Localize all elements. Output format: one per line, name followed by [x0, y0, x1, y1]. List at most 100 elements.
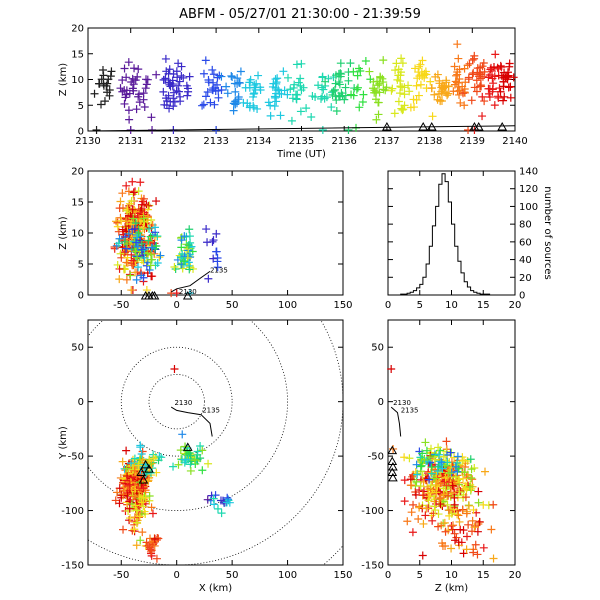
zy-source-mark	[447, 522, 456, 531]
time-source-mark	[490, 101, 499, 110]
time-source-mark	[373, 81, 382, 90]
zy-source-mark	[438, 539, 447, 548]
time-source-mark	[355, 103, 364, 112]
time-source-mark	[100, 97, 109, 106]
time-source-mark	[499, 82, 508, 91]
time-source-mark	[336, 59, 345, 68]
time-source-mark	[331, 79, 340, 88]
time-source-mark	[141, 84, 150, 93]
time-source-mark	[370, 88, 379, 97]
zy-source-mark	[415, 503, 424, 512]
xz-source-mark	[123, 240, 132, 249]
xy-source-mark	[119, 490, 128, 499]
time-source-mark	[175, 77, 184, 86]
time-source-mark	[121, 93, 130, 102]
xy-source-mark	[122, 446, 131, 455]
xz-xtick-label: 0	[174, 300, 180, 311]
histogram-ytick-label: 100	[519, 202, 538, 213]
xy-source-mark	[138, 528, 147, 537]
xy-source-mark	[157, 453, 166, 462]
zy-source-mark	[407, 508, 416, 517]
xz-source-mark	[139, 194, 148, 203]
zy-source-mark	[467, 473, 476, 482]
zy-source-mark	[422, 456, 431, 465]
time-source-mark	[399, 105, 408, 114]
xy-source-mark	[128, 526, 137, 535]
time-ytick-label: 10	[71, 75, 84, 86]
time-source-mark	[318, 73, 327, 82]
xz-source-mark	[185, 265, 194, 274]
time-source-mark	[393, 75, 402, 84]
xy-station-triangle	[138, 475, 149, 484]
time-source-mark	[204, 78, 213, 87]
time-source-mark	[506, 82, 515, 91]
time-source-mark	[332, 96, 341, 105]
time-source-mark	[475, 68, 484, 77]
time-source-mark	[105, 91, 114, 100]
time-source-mark	[147, 113, 156, 122]
xz-source-mark	[122, 215, 131, 224]
xz-source-mark	[128, 177, 137, 186]
time-xtick-label: 2130	[75, 136, 100, 147]
xz-source-mark	[127, 220, 136, 229]
time-source-mark	[400, 90, 409, 99]
time-source-mark	[283, 90, 292, 99]
xy-source-mark	[211, 491, 220, 500]
zy-source-mark	[454, 511, 463, 520]
xz-source-mark	[212, 229, 221, 238]
xz-source-mark	[118, 189, 127, 198]
xy-source-mark	[123, 482, 132, 491]
xz-source-mark	[145, 224, 154, 233]
xz-source-mark	[125, 199, 134, 208]
time-ground-mark	[92, 125, 101, 134]
zy-source-mark	[420, 456, 429, 465]
time-source-mark	[509, 73, 518, 82]
zy-source-mark	[429, 509, 438, 518]
zy-source-mark	[489, 500, 498, 509]
xy-source-mark	[126, 459, 135, 468]
time-source-mark	[470, 51, 479, 60]
time-source-mark	[414, 91, 423, 100]
xz-ytick-label: 10	[71, 229, 84, 240]
histogram-xtick-label: 0	[385, 300, 391, 311]
xy-ytick-label: 0	[78, 397, 84, 408]
time-source-mark	[450, 80, 459, 89]
xz-source-mark	[151, 223, 160, 232]
time-source-mark	[391, 66, 400, 75]
time-source-mark	[428, 112, 437, 121]
time-source-mark	[314, 81, 323, 90]
time-source-mark	[125, 115, 134, 124]
time-source-mark	[319, 85, 328, 94]
time-source-mark	[450, 62, 459, 71]
time-source-mark	[353, 71, 362, 80]
zy-source-mark	[434, 450, 443, 459]
time-source-mark	[318, 92, 327, 101]
time-source-mark	[397, 68, 406, 77]
histogram-xtick-label: 5	[417, 300, 423, 311]
xy-source-mark	[137, 498, 146, 507]
xy-source-mark	[178, 430, 187, 439]
time-source-mark	[118, 87, 127, 96]
xy-ytick-label: -100	[61, 506, 84, 517]
time-source-mark	[90, 89, 99, 98]
xz-source-mark	[139, 273, 148, 282]
xy-source-mark	[145, 491, 154, 500]
xz-source-mark	[146, 232, 155, 241]
time-source-mark	[480, 67, 489, 76]
time-source-mark	[405, 87, 414, 96]
time-source-mark	[228, 72, 237, 81]
time-source-mark	[229, 106, 238, 115]
xy-xtick-label: -50	[113, 570, 129, 581]
time-source-mark	[356, 66, 365, 75]
time-source-mark	[185, 72, 194, 81]
zy-source-mark	[439, 452, 448, 461]
time-source-mark	[334, 69, 343, 78]
time-source-mark	[501, 73, 510, 82]
xy-source-mark	[132, 506, 141, 515]
time-source-mark	[398, 59, 407, 68]
time-source-mark	[249, 89, 258, 98]
xy-source-mark	[136, 536, 145, 545]
xz-source-mark	[129, 214, 138, 223]
time-source-mark	[162, 101, 171, 110]
